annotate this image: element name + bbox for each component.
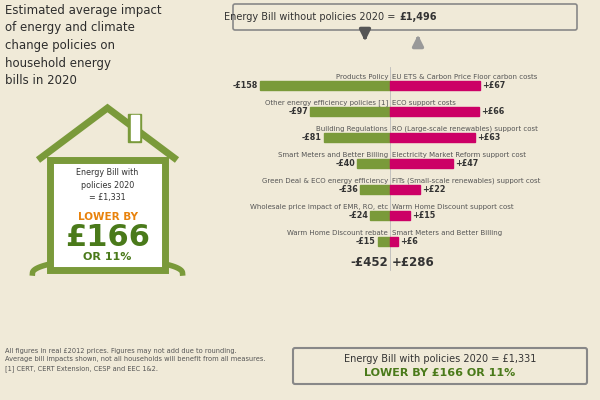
Bar bbox=[370, 211, 390, 220]
Text: LOWER BY £166 OR 11%: LOWER BY £166 OR 11% bbox=[364, 368, 515, 378]
Bar bbox=[390, 159, 454, 168]
Text: Wholesale price impact of EMR, RO, etc: Wholesale price impact of EMR, RO, etc bbox=[250, 204, 388, 210]
Text: Energy Bill with
policies 2020
= £1,331: Energy Bill with policies 2020 = £1,331 bbox=[76, 168, 139, 202]
Text: +£22: +£22 bbox=[422, 185, 445, 194]
Bar bbox=[357, 159, 390, 168]
Bar bbox=[390, 81, 481, 90]
Text: LOWER BY: LOWER BY bbox=[77, 212, 137, 222]
Text: Smart Meters and Better Billing: Smart Meters and Better Billing bbox=[278, 152, 388, 158]
FancyBboxPatch shape bbox=[233, 4, 577, 30]
Text: FITs (Small-scale renewables) support cost: FITs (Small-scale renewables) support co… bbox=[392, 178, 541, 184]
Text: +£6: +£6 bbox=[400, 237, 418, 246]
Text: £s added through policy: £s added through policy bbox=[420, 21, 538, 30]
Text: Estimated average impact
of energy and climate
change policies on
household ener: Estimated average impact of energy and c… bbox=[5, 4, 161, 87]
Text: Smart Meters and Better Billing: Smart Meters and Better Billing bbox=[392, 230, 502, 236]
Text: Green Deal & ECO energy efficiency: Green Deal & ECO energy efficiency bbox=[262, 178, 388, 184]
Bar bbox=[310, 107, 390, 116]
Text: £166: £166 bbox=[65, 222, 150, 252]
Text: -£81: -£81 bbox=[302, 133, 322, 142]
Bar bbox=[390, 211, 410, 220]
Text: +£63: +£63 bbox=[477, 133, 500, 142]
Text: Electricity Market Reform support cost: Electricity Market Reform support cost bbox=[392, 152, 526, 158]
Text: OR 11%: OR 11% bbox=[83, 252, 131, 262]
Text: -£24: -£24 bbox=[349, 211, 368, 220]
Text: £s reduced through policy: £s reduced through policy bbox=[236, 21, 363, 30]
Text: +£47: +£47 bbox=[455, 159, 479, 168]
Text: RO (Large-scale renewables) support cost: RO (Large-scale renewables) support cost bbox=[392, 126, 538, 132]
Text: +£66: +£66 bbox=[481, 107, 505, 116]
Text: ECO support costs: ECO support costs bbox=[392, 100, 456, 106]
Bar bbox=[131, 115, 139, 140]
Text: Warm Home Discount rebate: Warm Home Discount rebate bbox=[287, 230, 388, 236]
FancyBboxPatch shape bbox=[293, 348, 587, 384]
Bar bbox=[128, 114, 141, 142]
Bar bbox=[50, 160, 165, 270]
Text: -£40: -£40 bbox=[335, 159, 355, 168]
Text: -£452: -£452 bbox=[350, 256, 388, 268]
Bar bbox=[390, 237, 398, 246]
Bar bbox=[390, 185, 420, 194]
Bar bbox=[390, 133, 475, 142]
Text: Energy Bill without policies 2020 =: Energy Bill without policies 2020 = bbox=[224, 12, 398, 22]
Text: -£97: -£97 bbox=[289, 107, 308, 116]
Text: -£15: -£15 bbox=[356, 237, 376, 246]
Text: All figures in real £2012 prices. Figures may not add due to rounding.
Average b: All figures in real £2012 prices. Figure… bbox=[5, 348, 265, 372]
Text: +£15: +£15 bbox=[412, 211, 436, 220]
Bar bbox=[260, 81, 390, 90]
Bar bbox=[361, 185, 390, 194]
Text: Energy Bill with policies 2020 = £1,331: Energy Bill with policies 2020 = £1,331 bbox=[344, 354, 536, 364]
Bar bbox=[390, 107, 479, 116]
Text: Warm Home Discount support cost: Warm Home Discount support cost bbox=[392, 204, 514, 210]
Bar bbox=[378, 237, 390, 246]
Bar bbox=[323, 133, 390, 142]
Text: +£286: +£286 bbox=[392, 256, 435, 268]
Text: +£67: +£67 bbox=[482, 81, 506, 90]
Text: -£158: -£158 bbox=[233, 81, 259, 90]
Text: Other energy efficiency policies [1]: Other energy efficiency policies [1] bbox=[265, 99, 388, 106]
Text: -£36: -£36 bbox=[339, 185, 358, 194]
Text: Building Regulations: Building Regulations bbox=[316, 126, 388, 132]
Text: £1,496: £1,496 bbox=[399, 12, 437, 22]
Text: Products Policy: Products Policy bbox=[335, 74, 388, 80]
Text: EU ETS & Carbon Price Floor carbon costs: EU ETS & Carbon Price Floor carbon costs bbox=[392, 74, 538, 80]
